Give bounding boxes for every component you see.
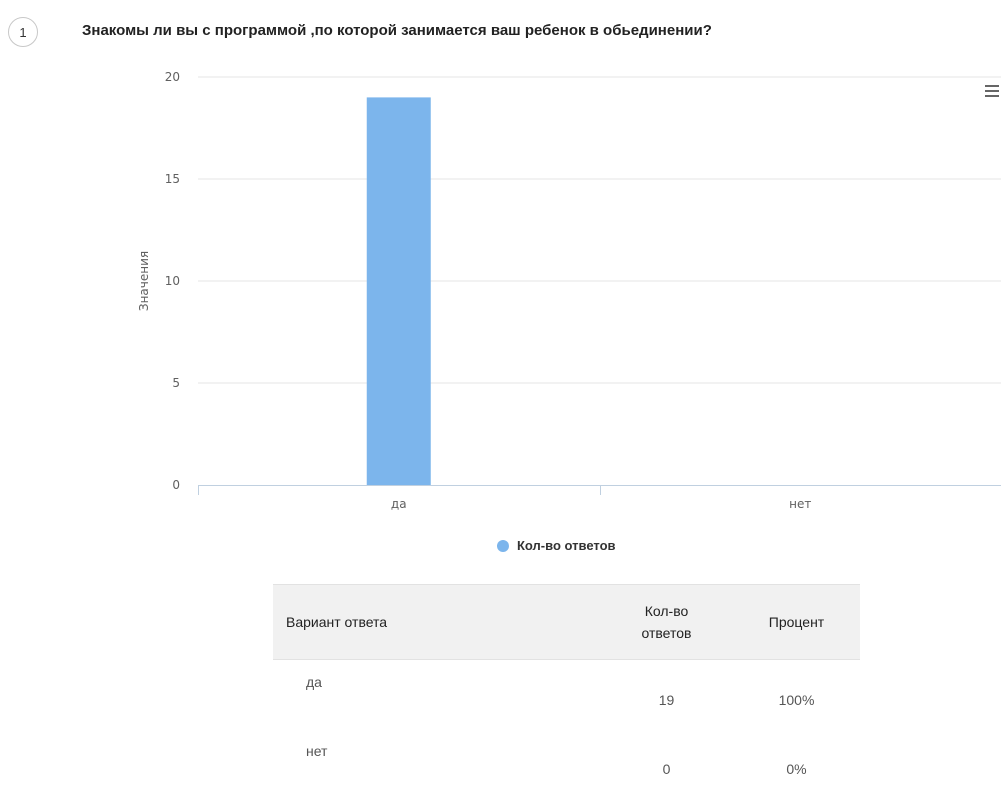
question-number-badge: 1: [8, 17, 38, 47]
row-option: да: [306, 674, 322, 690]
bar-да: [366, 97, 431, 486]
row-percent: 0%: [786, 760, 807, 777]
row-count: 19: [658, 691, 675, 708]
row-percent: 100%: [778, 691, 815, 708]
legend-marker: [497, 539, 509, 552]
question-number: 1: [19, 24, 27, 40]
y-tick-label: 15: [165, 172, 180, 186]
table-row: да 19 100%: [273, 660, 860, 730]
question-title: Знакомы ли вы с программой ,по которой з…: [82, 22, 712, 39]
bar-chart: 0 5 10 15 20 да нет Значения: [137, 70, 1001, 511]
legend-label: Кол-во ответов: [517, 538, 616, 553]
table-header-row: Вариант ответа Кол-во ответов Процент: [273, 584, 860, 660]
table-row: нет 0 0%: [273, 729, 860, 798]
y-tick-label: 20: [165, 70, 180, 84]
header-count: Кол-во ответов: [600, 584, 733, 660]
chart-menu-icon[interactable]: [985, 85, 999, 99]
header-percent: Процент: [733, 584, 860, 660]
y-tick-label: 10: [165, 274, 180, 288]
chart-legend-item[interactable]: Кол-во ответов: [497, 538, 616, 553]
x-tick-label: нет: [789, 497, 811, 511]
y-axis-title: Значения: [137, 251, 151, 311]
header-count-text: Кол-во ответов: [641, 603, 692, 641]
results-table: Вариант ответа Кол-во ответов Процент да…: [273, 584, 860, 798]
y-tick-label: 5: [172, 376, 180, 390]
row-count: 0: [662, 760, 671, 777]
y-tick-label: 0: [172, 478, 180, 492]
row-option: нет: [306, 743, 328, 759]
x-tick-label: да: [391, 497, 407, 511]
header-option: Вариант ответа: [273, 584, 600, 660]
